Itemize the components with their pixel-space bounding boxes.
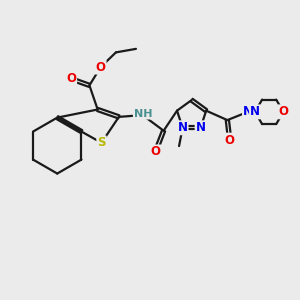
Text: O: O [278,105,288,118]
Text: N: N [243,105,253,118]
Text: N: N [250,105,260,118]
Text: O: O [225,134,235,147]
Text: S: S [97,136,106,149]
Text: O: O [66,72,76,86]
Text: O: O [96,61,106,74]
Text: N: N [196,121,206,134]
Text: NH: NH [134,109,152,118]
Text: O: O [150,146,161,158]
Text: N: N [178,121,188,134]
